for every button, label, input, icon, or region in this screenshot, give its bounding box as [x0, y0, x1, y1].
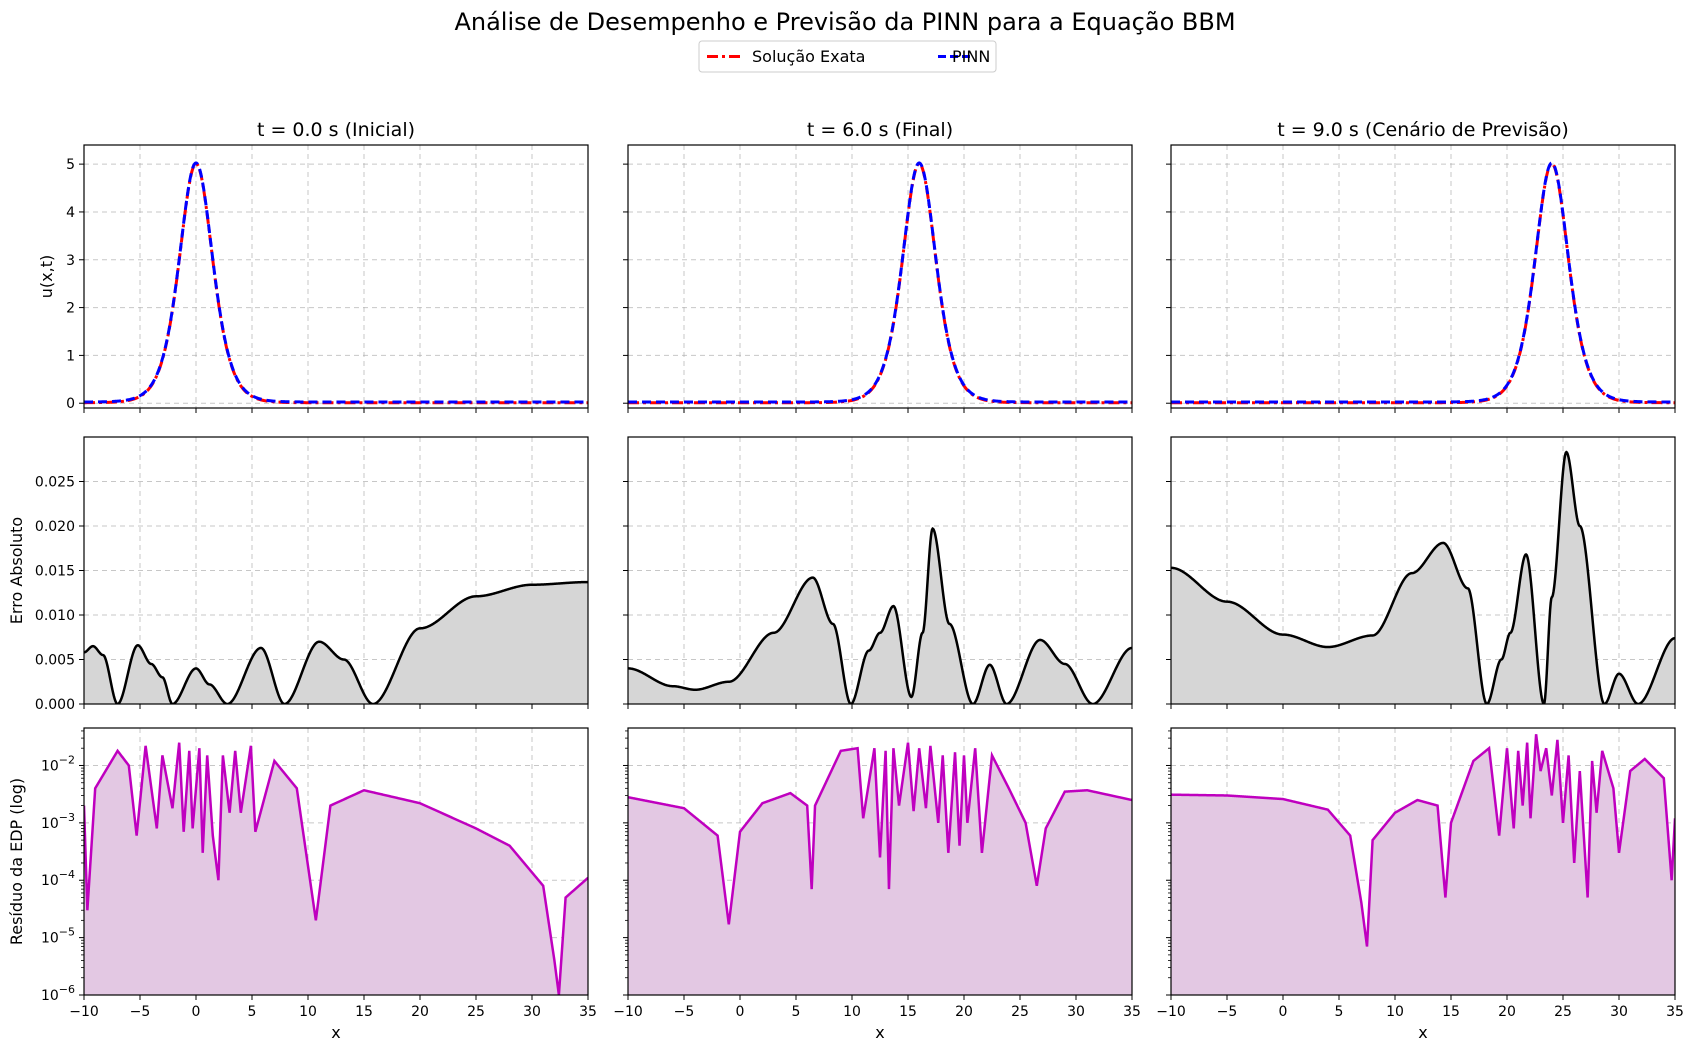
figure-title: Análise de Desempenho e Previsão da PINN…	[454, 8, 1235, 36]
x-tick-label: 25	[1554, 1004, 1572, 1020]
y-tick-label: 2	[66, 301, 75, 317]
y-tick-label: 3	[66, 253, 75, 269]
legend-frame	[698, 40, 997, 73]
panel-r1-c2: t = 6.0 s (Final)	[623, 119, 1133, 413]
y-tick-label: 0.015	[35, 564, 75, 580]
x-tick-label: 15	[355, 1004, 373, 1020]
x-axis-label: x	[331, 1023, 340, 1042]
x-tick-label: 35	[1666, 1004, 1684, 1020]
series-pinn-line	[628, 161, 1132, 404]
y-tick-label: 10−6	[41, 983, 75, 1004]
legend: Solução Exata PINN	[698, 40, 997, 73]
y-tick-label: 0.025	[35, 475, 75, 491]
panel-r2-c3	[1166, 436, 1676, 709]
x-tick-label: 20	[955, 1004, 973, 1020]
axes-frame	[627, 144, 1133, 409]
x-tick-label: 0	[736, 1004, 745, 1020]
y-tick-label: 10−3	[41, 811, 75, 832]
y-axis-label: Erro Absoluto	[7, 517, 26, 624]
y-tick-label: 5	[66, 157, 75, 173]
x-tick-label: 30	[1610, 1004, 1628, 1020]
x-tick-label: −10	[1156, 1004, 1186, 1020]
residual-line	[1171, 734, 1675, 947]
panel-r3-c3: −10 −5 0 5 10 15 20 25 30 35 x	[1156, 727, 1684, 1042]
x-tick-label: −5	[130, 1004, 151, 1020]
panel-r3-c1: −10 −5 0 5 10 15 20 25 30 35 x 10−6 10−5 10−4 10−3 10−2…	[7, 727, 597, 1042]
x-tick-label: 5	[1335, 1004, 1344, 1020]
x-tick-label: 30	[523, 1004, 541, 1020]
panel-r1-c3: t = 9.0 s (Cenário de Previsão)	[1166, 119, 1676, 413]
panel-r2-c2	[623, 436, 1133, 709]
residual-line	[628, 742, 1132, 925]
series-exact-line	[84, 162, 588, 405]
panel-title: t = 0.0 s (Inicial)	[257, 119, 415, 141]
error-area	[628, 528, 1132, 704]
x-tick-label: −5	[674, 1004, 695, 1020]
x-tick-label: 10	[843, 1004, 861, 1020]
residual-line	[84, 742, 588, 995]
error-line	[628, 526, 1132, 704]
axes-frame	[627, 727, 1133, 996]
x-tick-label: 20	[1498, 1004, 1516, 1020]
y-axis-label: u(x,t)	[37, 255, 56, 298]
x-tick-label: 0	[192, 1004, 201, 1020]
x-tick-label: 35	[579, 1004, 597, 1020]
axes-frame	[1170, 144, 1676, 409]
panel-r1-c1: 0 1 2 3 4 5 u(x,t) t = 0.0 s (Inicial)	[37, 119, 589, 413]
panel-r3-c2: −10 −5 0 5 10 15 20 25 30 35 x	[613, 727, 1141, 1042]
x-tick-label: −5	[1217, 1004, 1238, 1020]
y-tick-label: 4	[66, 205, 75, 221]
y-tick-label: 0	[66, 396, 75, 412]
x-tick-label: −10	[69, 1004, 99, 1020]
x-tick-label: 5	[792, 1004, 801, 1020]
y-axis-label: Resíduo da EDP (log)	[7, 778, 26, 945]
error-line	[84, 580, 588, 704]
x-tick-label: 20	[411, 1004, 429, 1020]
x-tick-label: 10	[299, 1004, 317, 1020]
x-tick-label: 10	[1386, 1004, 1404, 1020]
legend-label-pinn: PINN	[952, 47, 990, 66]
y-tick-label: 10−4	[41, 868, 75, 889]
x-tick-label: 35	[1123, 1004, 1141, 1020]
x-tick-label: −10	[613, 1004, 643, 1020]
y-tick-label: 1	[66, 348, 75, 364]
error-line	[1171, 450, 1675, 704]
y-tick-label: 0.020	[35, 519, 75, 535]
y-tick-label: 0.005	[35, 653, 75, 669]
axes-frame	[83, 727, 589, 996]
x-tick-label: 30	[1067, 1004, 1085, 1020]
error-area	[1171, 452, 1675, 704]
x-tick-label: 0	[1279, 1004, 1288, 1020]
legend-label-exact: Solução Exata	[752, 47, 865, 66]
y-tick-label: 10−5	[41, 926, 75, 947]
x-tick-label: 25	[1011, 1004, 1029, 1020]
series-exact-line	[1171, 162, 1675, 405]
x-tick-label: 15	[1442, 1004, 1460, 1020]
axes-frame	[1170, 727, 1676, 996]
series-pinn-line	[1171, 161, 1675, 404]
error-area	[84, 582, 588, 704]
x-tick-label: 25	[467, 1004, 485, 1020]
residual-area	[628, 742, 1132, 995]
y-tick-label: 10−2	[41, 753, 75, 774]
series-exact-line	[628, 162, 1132, 405]
y-tick-label: 0.010	[35, 608, 75, 624]
axes-frame	[83, 144, 589, 409]
panel-title: t = 6.0 s (Final)	[807, 119, 953, 141]
subplot-grid: 0 1 2 3 4 5 u(x,t) t = 0.0 s (Inicial) t = 6.0 s…	[7, 119, 1684, 1042]
residual-area	[1171, 734, 1675, 995]
x-tick-label: 5	[248, 1004, 257, 1020]
x-tick-label: 15	[899, 1004, 917, 1020]
panel-r2-c1: 0.000 0.005 0.010 0.015 0.020 0.025 Erro Absol…	[7, 436, 589, 713]
x-axis-label: x	[875, 1023, 884, 1042]
panel-title: t = 9.0 s (Cenário de Previsão)	[1277, 119, 1569, 141]
x-axis-label: x	[1418, 1023, 1427, 1042]
y-tick-label: 0.000	[35, 697, 75, 713]
